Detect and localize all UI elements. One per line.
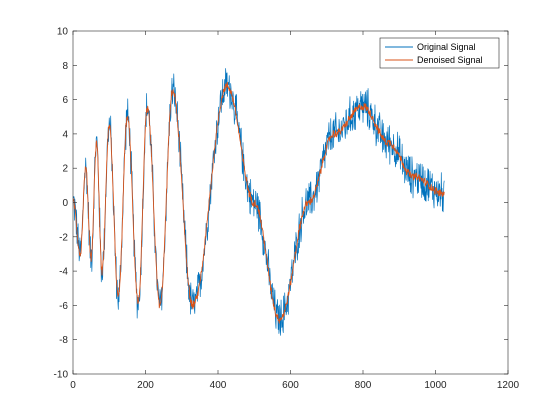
y-axis: -10 -8 -6 -4 -2 0 2 4 6 8 10 xyxy=(54,27,508,381)
x-tick-label: 600 xyxy=(282,380,299,391)
x-tick-label: 800 xyxy=(355,380,372,391)
x-axis: 0 200 400 600 800 1000 1200 xyxy=(70,31,520,391)
y-tick-label: 4 xyxy=(62,129,68,140)
x-tick-label: 400 xyxy=(210,380,227,391)
y-tick-label: 6 xyxy=(62,95,68,106)
y-tick-label: 8 xyxy=(62,61,68,72)
legend-label-denoised-signal: Denoised Signal xyxy=(417,55,483,65)
series-line-denoised-signal xyxy=(72,81,445,324)
legend: Original Signal Denoised Signal xyxy=(379,37,500,69)
plot-area xyxy=(73,31,508,374)
series-layer xyxy=(72,68,445,336)
legend-label-original-signal: Original Signal xyxy=(417,42,476,52)
x-tick-label: 0 xyxy=(70,380,76,391)
y-tick-label: -6 xyxy=(59,301,68,312)
x-tick-label: 1200 xyxy=(497,380,520,391)
y-tick-label: -8 xyxy=(59,335,68,346)
y-tick-label: 10 xyxy=(57,27,69,38)
y-tick-label: -10 xyxy=(54,370,69,381)
x-tick-label: 200 xyxy=(137,380,154,391)
y-tick-label: 0 xyxy=(62,198,68,209)
y-tick-label: 2 xyxy=(62,164,68,175)
x-tick-label: 1000 xyxy=(424,380,447,391)
y-tick-label: -2 xyxy=(59,232,68,243)
y-tick-label: -4 xyxy=(59,267,68,278)
legend-box xyxy=(379,37,500,69)
